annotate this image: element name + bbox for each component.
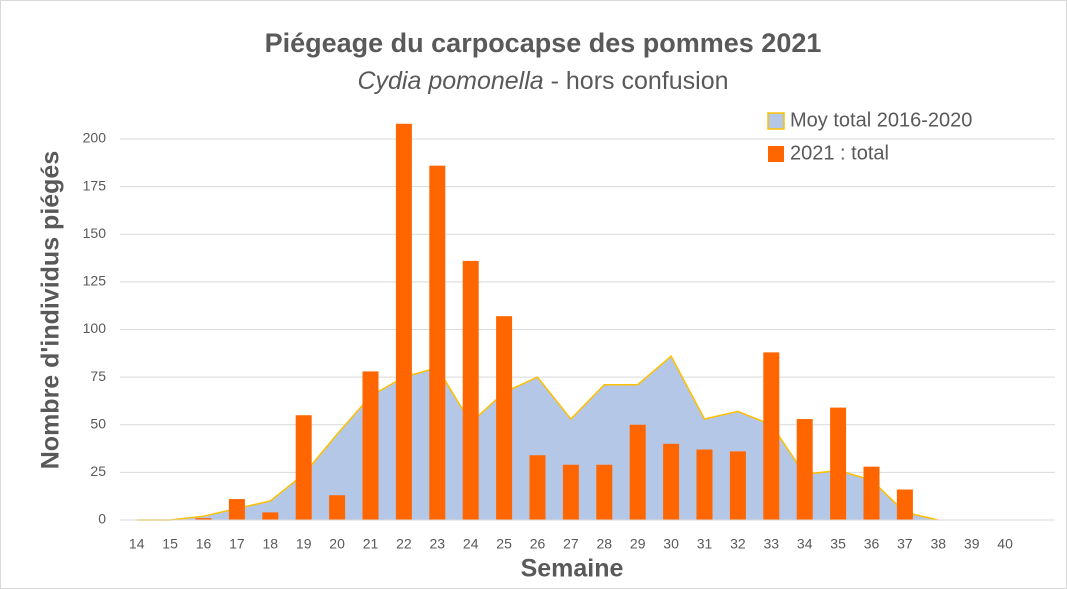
y-tick-label: 0 (98, 511, 106, 527)
x-tick-label: 40 (997, 536, 1013, 552)
chart-subtitle: Cydia pomonella - hors confusion (357, 67, 728, 95)
bar (195, 518, 212, 520)
y-tick-label: 150 (83, 225, 107, 241)
legend-swatch (768, 146, 784, 162)
x-tick-label: 29 (630, 536, 646, 552)
x-tick-label: 32 (730, 536, 746, 552)
x-tick-label: 30 (663, 536, 679, 552)
legend-label: Moy total 2016-2020 (790, 109, 972, 131)
x-tick-label: 14 (129, 536, 145, 552)
x-tick-label: 31 (697, 536, 713, 552)
bar (429, 165, 446, 521)
bar (663, 443, 680, 520)
bar (696, 449, 713, 520)
x-tick-label: 38 (931, 536, 947, 552)
bar (462, 260, 479, 520)
subtitle-species: Cydia pomonella (357, 67, 543, 95)
x-tick-label: 21 (363, 536, 379, 552)
x-tick-label: 27 (563, 536, 579, 552)
x-tick-label: 16 (196, 536, 212, 552)
x-tick-label: 19 (296, 536, 312, 552)
legend-label: 2021 : total (790, 142, 889, 164)
bar (329, 495, 346, 520)
bar (562, 464, 579, 520)
y-tick-label: 50 (90, 415, 106, 431)
y-tick-label: 25 (90, 463, 106, 479)
x-axis-label: Semaine (521, 555, 624, 583)
x-tick-label: 35 (830, 536, 846, 552)
bar (763, 352, 780, 520)
bar (395, 123, 412, 520)
y-tick-label: 100 (83, 320, 107, 336)
bar (863, 466, 880, 520)
bar (228, 499, 245, 520)
x-tick-label: 20 (329, 536, 345, 552)
bar (629, 424, 646, 520)
legend-swatch (767, 112, 785, 130)
bar (496, 316, 513, 520)
bar (796, 419, 813, 520)
y-tick-label: 175 (83, 177, 107, 193)
x-tick-label: 22 (396, 536, 412, 552)
bar (362, 371, 379, 520)
bar (896, 489, 913, 520)
chart-title: Piégeage du carpocapse des pommes 2021 (265, 28, 822, 58)
x-tick-label: 17 (229, 536, 245, 552)
x-tick-label: 37 (897, 536, 913, 552)
x-tick-label: 25 (496, 536, 512, 552)
x-tick-label: 23 (430, 536, 446, 552)
bar (295, 415, 312, 520)
y-axis-label: Nombre d'individus piégés (37, 151, 65, 470)
x-tick-label: 28 (597, 536, 613, 552)
x-tick-label: 34 (797, 536, 813, 552)
x-tick-label: 24 (463, 536, 479, 552)
x-tick-label: 26 (530, 536, 546, 552)
subtitle-rest: - hors confusion (544, 67, 729, 95)
bar (262, 512, 279, 520)
x-tick-label: 33 (764, 536, 780, 552)
x-tick-label: 36 (864, 536, 880, 552)
bar (830, 407, 847, 520)
bar (529, 455, 546, 520)
bar (596, 464, 613, 520)
y-tick-label: 75 (90, 368, 106, 384)
x-tick-label: 18 (263, 536, 279, 552)
bar (729, 451, 746, 520)
y-tick-label: 200 (83, 130, 107, 146)
y-tick-label: 125 (83, 273, 107, 289)
x-tick-label: 15 (162, 536, 178, 552)
x-tick-label: 39 (964, 536, 980, 552)
